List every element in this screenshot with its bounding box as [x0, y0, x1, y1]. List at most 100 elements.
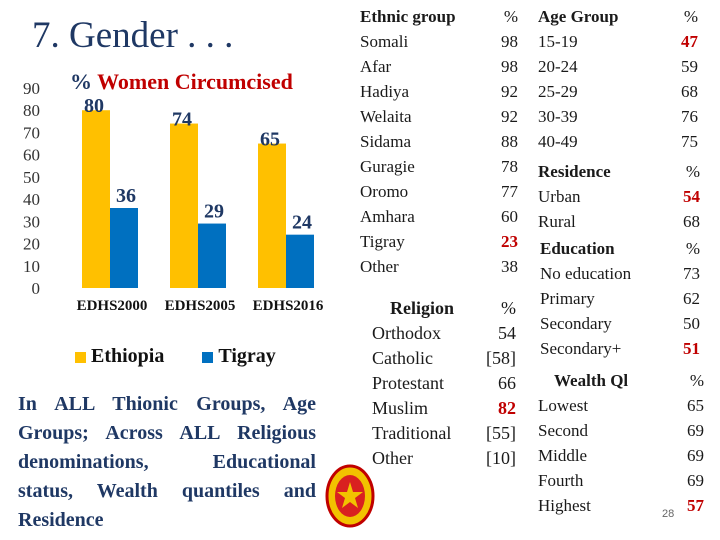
row-value-highlight: 51: [683, 339, 700, 358]
data-label: 74: [172, 109, 192, 131]
bar-tigray-edhs2000: [110, 208, 138, 288]
row-value: 50: [683, 314, 700, 333]
table-row: Guragie 78: [360, 154, 518, 179]
table-row: Fourth 69: [538, 468, 704, 493]
y-tick-label: 40: [23, 190, 40, 209]
row-value: 78: [501, 157, 518, 176]
row-label: Primary: [540, 289, 595, 308]
y-tick-label: 10: [23, 257, 40, 276]
table-row: 40-49 75: [538, 129, 698, 154]
row-label: Hadiya: [360, 82, 410, 101]
row-value: 60: [501, 207, 518, 226]
table-row: Urban 54: [538, 184, 700, 209]
table-row: Secondary 50: [540, 311, 700, 336]
summary-text: In ALL Thionic Groups, Age Groups; Acros…: [18, 393, 316, 531]
row-value: 73: [683, 264, 700, 283]
row-label: Other: [360, 257, 399, 276]
row-value-highlight: 57: [687, 496, 704, 515]
age-header: Age Group: [538, 7, 619, 26]
wealth-header: Wealth Ql: [554, 371, 629, 390]
chart-legend: Ethiopia Tigray: [75, 345, 276, 368]
ethnic-table: Ethnic group% Somali 98 Afar 98 Hadiya 92 W…: [360, 4, 518, 279]
row-label: Afar: [360, 57, 392, 76]
y-tick-label: 50: [23, 168, 40, 187]
row-value: [58]: [486, 348, 516, 368]
chart-title-prefix: %: [70, 69, 98, 94]
row-value: 68: [683, 212, 700, 231]
table-row: Afar 98: [360, 54, 518, 79]
row-label: Rural: [538, 212, 576, 231]
row-label: Welaita: [360, 107, 412, 126]
wealth-table: Wealth Ql% Lowest 65 Second 69 Middle 69 Fo…: [538, 368, 704, 518]
table-row: Welaita 92: [360, 104, 518, 129]
table-row: Traditional [55]: [372, 421, 516, 446]
row-value-highlight: 82: [498, 398, 516, 418]
legend-swatch-tigray: [202, 351, 214, 363]
education-pct-header: %: [685, 239, 700, 258]
row-value: 92: [501, 82, 518, 101]
table-row: Catholic [58]: [372, 346, 516, 371]
row-label: Tigray: [360, 232, 405, 251]
legend-swatch-ethiopia: [75, 351, 86, 363]
data-label: 65: [260, 129, 280, 151]
row-label: Urban: [538, 187, 581, 206]
table-row: Secondary+ 51: [540, 336, 700, 361]
data-label: 24: [292, 212, 312, 234]
row-label: Second: [538, 421, 589, 440]
row-value: 62: [683, 289, 700, 308]
row-label: Somali: [360, 32, 409, 51]
religion-table: Religion% Orthodox 54 Catholic [58] Protes…: [372, 296, 516, 471]
x-tick-label: EDHS2005: [165, 298, 236, 314]
table-row: Tigray 23: [360, 229, 518, 254]
row-value: 54: [498, 323, 516, 343]
bar-tigray-edhs2016: [286, 234, 314, 288]
row-label: Muslim: [372, 398, 429, 418]
education-header: Education: [540, 239, 615, 258]
row-label: Oromo: [360, 182, 409, 201]
ethnic-pct-header: %: [503, 7, 518, 26]
residence-pct-header: %: [685, 162, 700, 181]
row-value: 66: [498, 373, 516, 393]
table-row: Highest 57: [538, 493, 704, 518]
row-value: [55]: [486, 423, 516, 443]
legend-label-tigray: Tigray: [218, 345, 276, 367]
row-label: Guragie: [360, 157, 415, 176]
table-row: Other 38: [360, 254, 518, 279]
chart-title: % Women Circumcised: [70, 69, 293, 95]
row-label: Fourth: [538, 471, 584, 490]
row-value: 59: [681, 57, 698, 76]
table-header: Residence%: [538, 159, 700, 184]
y-tick-label: 80: [23, 101, 40, 120]
table-row: Primary 62: [540, 286, 700, 311]
education-table: Education% No education 73 Primary 62 Seco…: [540, 236, 700, 361]
religion-header: Religion: [390, 298, 455, 318]
table-row: Oromo 77: [360, 179, 518, 204]
row-label: 15-19: [538, 32, 578, 51]
table-row: Middle 69: [538, 443, 704, 468]
row-value-highlight: 47: [681, 32, 698, 51]
legend-item-tigray: Tigray: [202, 345, 276, 367]
row-label: Highest: [538, 496, 591, 515]
table-row: 15-19 47: [538, 29, 698, 54]
legend-label-ethiopia: Ethiopia: [91, 345, 165, 367]
row-value: [10]: [486, 448, 516, 468]
table-row: Muslim 82: [372, 396, 516, 421]
y-tick-label: 60: [23, 146, 40, 165]
table-row: 30-39 76: [538, 104, 698, 129]
bar-ethiopia-edhs2000: [82, 110, 110, 288]
legend-item-ethiopia: Ethiopia: [75, 345, 164, 367]
row-value: 69: [687, 421, 704, 440]
row-label: Secondary+: [540, 339, 622, 358]
x-tick-label: EDHS2000: [77, 298, 148, 314]
table-row: Orthodox 54: [372, 321, 516, 346]
data-label: 29: [204, 201, 224, 223]
row-label: Lowest: [538, 396, 589, 415]
x-tick-label: EDHS2016: [253, 298, 324, 314]
table-header: Religion%: [372, 296, 516, 321]
row-value: 68: [681, 82, 698, 101]
y-tick-label: 30: [23, 212, 40, 231]
table-header: Age Group%: [538, 4, 698, 29]
row-label: Secondary: [540, 314, 612, 333]
row-value: 69: [687, 446, 704, 465]
row-label: 25-29: [538, 82, 578, 101]
